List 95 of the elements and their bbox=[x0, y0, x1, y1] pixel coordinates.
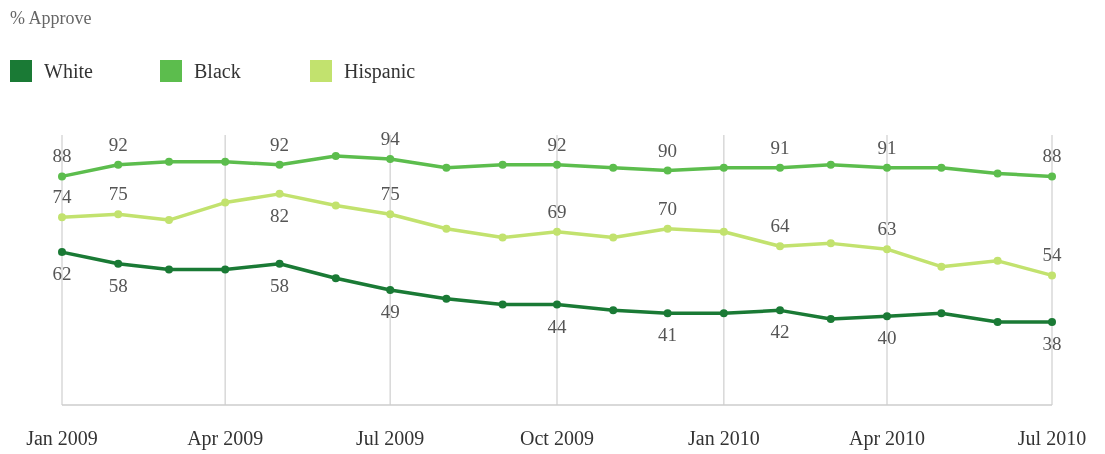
point bbox=[663, 309, 672, 318]
data-label: 88 bbox=[52, 145, 72, 167]
point bbox=[498, 300, 507, 309]
point bbox=[442, 163, 451, 172]
point bbox=[331, 274, 340, 283]
point bbox=[498, 233, 507, 242]
point bbox=[1048, 172, 1056, 181]
x-tick-label: Jan 2010 bbox=[687, 427, 760, 449]
data-label: 92 bbox=[547, 133, 567, 155]
point bbox=[663, 166, 672, 175]
point bbox=[498, 160, 507, 169]
point bbox=[58, 172, 66, 181]
point bbox=[776, 242, 785, 251]
data-label: 58 bbox=[108, 274, 128, 296]
point bbox=[937, 163, 946, 172]
data-label: 41 bbox=[658, 324, 678, 346]
data-label: 91 bbox=[770, 136, 790, 158]
point bbox=[826, 315, 835, 324]
x-tick-label: Oct 2009 bbox=[520, 427, 594, 449]
x-tick-label: Jul 2010 bbox=[1017, 427, 1087, 449]
point bbox=[993, 169, 1002, 178]
point bbox=[883, 163, 891, 172]
data-label: 90 bbox=[658, 139, 678, 161]
point bbox=[993, 318, 1002, 326]
point bbox=[221, 265, 230, 274]
x-tick-label: Jan 2009 bbox=[26, 427, 98, 449]
data-label: 74 bbox=[52, 186, 72, 208]
data-label: 75 bbox=[108, 183, 128, 205]
data-label: 91 bbox=[877, 136, 897, 158]
point bbox=[221, 157, 230, 166]
data-label: 44 bbox=[547, 315, 567, 337]
point bbox=[776, 306, 785, 315]
point bbox=[442, 294, 451, 303]
point bbox=[164, 216, 173, 225]
point bbox=[331, 201, 340, 210]
data-label: 58 bbox=[270, 274, 290, 296]
point bbox=[719, 309, 728, 318]
point bbox=[937, 262, 946, 271]
point bbox=[58, 213, 66, 222]
data-label: 75 bbox=[380, 183, 400, 205]
x-tick-label: Apr 2009 bbox=[187, 427, 264, 450]
data-label: 70 bbox=[658, 197, 678, 219]
point bbox=[609, 163, 618, 172]
point bbox=[609, 306, 618, 315]
point bbox=[275, 259, 284, 268]
point bbox=[386, 210, 395, 219]
data-label: 54 bbox=[1042, 244, 1062, 266]
point bbox=[553, 300, 561, 309]
point bbox=[719, 227, 728, 236]
data-label: 69 bbox=[547, 200, 567, 222]
point bbox=[275, 160, 284, 169]
data-label: 92 bbox=[108, 133, 128, 155]
point bbox=[776, 163, 785, 172]
point bbox=[114, 160, 123, 169]
point bbox=[883, 245, 891, 254]
point bbox=[609, 233, 618, 242]
point bbox=[164, 265, 173, 274]
data-label: 88 bbox=[1042, 145, 1062, 167]
point bbox=[58, 248, 66, 257]
data-label: 62 bbox=[52, 263, 72, 285]
point bbox=[719, 163, 728, 172]
data-label: 92 bbox=[270, 133, 290, 155]
chart-subtitle: % Approve bbox=[10, 8, 92, 28]
point bbox=[114, 259, 123, 268]
data-label: 64 bbox=[770, 215, 791, 237]
point bbox=[221, 198, 230, 207]
data-label: 42 bbox=[770, 321, 790, 343]
point bbox=[826, 239, 835, 248]
point bbox=[442, 224, 451, 233]
point bbox=[553, 160, 561, 169]
point bbox=[275, 189, 284, 198]
point bbox=[1048, 318, 1056, 326]
data-label: 49 bbox=[380, 300, 400, 322]
data-label: 82 bbox=[270, 204, 290, 226]
legend-label: Hispanic bbox=[344, 60, 416, 83]
point bbox=[114, 210, 123, 219]
point bbox=[164, 157, 173, 166]
x-tick-label: Jul 2009 bbox=[356, 427, 425, 449]
data-label: 94 bbox=[380, 127, 401, 149]
point bbox=[386, 154, 395, 163]
x-tick-label: Apr 2010 bbox=[848, 427, 926, 450]
point bbox=[826, 160, 835, 169]
point bbox=[386, 285, 395, 294]
point bbox=[883, 312, 891, 321]
point bbox=[331, 152, 340, 160]
data-label: 38 bbox=[1042, 333, 1062, 354]
point bbox=[993, 256, 1002, 265]
point bbox=[663, 224, 672, 233]
point bbox=[553, 227, 561, 236]
point bbox=[937, 309, 946, 318]
data-label: 40 bbox=[877, 327, 897, 349]
legend-label: White bbox=[44, 60, 93, 82]
data-label: 63 bbox=[877, 218, 897, 240]
legend-label: Black bbox=[194, 60, 241, 82]
point bbox=[1048, 271, 1056, 280]
